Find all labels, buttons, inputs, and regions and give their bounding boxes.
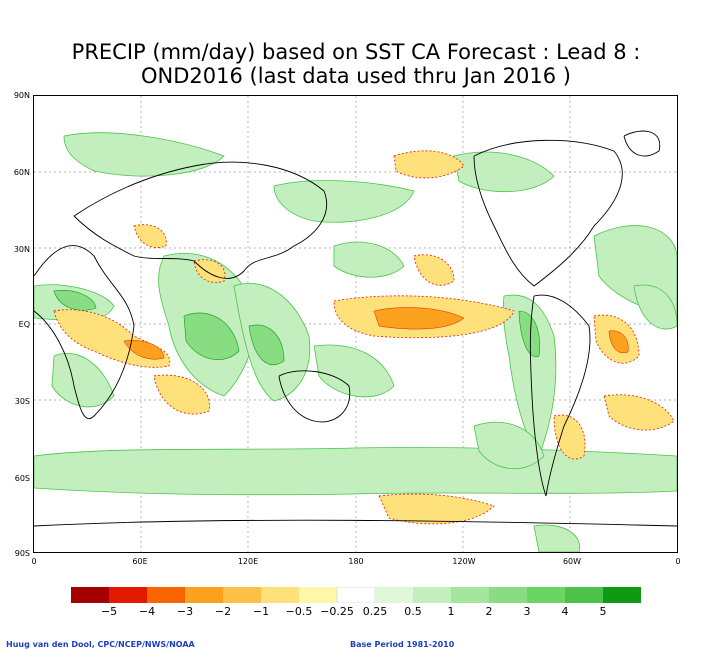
lat-label-30n: 30N xyxy=(13,245,30,254)
coastlines xyxy=(33,130,678,527)
base-period-note: Base Period 1981-2010 xyxy=(350,640,455,649)
colorbar-label: −1 xyxy=(252,605,270,618)
colorbar-swatch xyxy=(489,587,527,603)
lat-label-90n: 90N xyxy=(13,91,30,100)
author-credit: Huug van den Dool, CPC/NCEP/NWS/NOAA xyxy=(6,640,195,649)
colorbar-label: −0.25 xyxy=(320,605,354,618)
strong-wet-cores xyxy=(53,290,540,365)
colorbar-swatch xyxy=(185,587,223,603)
lat-label-60n: 60N xyxy=(13,168,30,177)
colorbar-swatch xyxy=(223,587,261,603)
colorbar-swatch xyxy=(603,587,641,603)
lon-label-0-left: 0 xyxy=(31,557,37,566)
lat-label-90s: 90S xyxy=(14,549,30,558)
map-title-line1: PRECIP (mm/day) based on SST CA Forecast… xyxy=(71,40,641,64)
colorbar-swatch xyxy=(71,587,109,603)
lon-label-0-right: 0 xyxy=(675,557,681,566)
colorbar-label: 0.25 xyxy=(362,605,388,618)
lon-label-120e: 120E xyxy=(237,557,259,566)
colorbar-label: −5 xyxy=(100,605,118,618)
lon-label-60w: 60W xyxy=(562,557,582,566)
map-panel xyxy=(33,95,678,553)
colorbar-swatch xyxy=(261,587,299,603)
colorbar-label: −4 xyxy=(138,605,156,618)
lat-label-60s: 60S xyxy=(14,474,30,483)
lon-label-180: 180 xyxy=(348,557,364,566)
colorbar-swatch xyxy=(336,587,376,603)
colorbar-label: 4 xyxy=(561,605,569,618)
lon-label-60e: 60E xyxy=(132,557,148,566)
precip-anomaly-map xyxy=(33,96,678,553)
lat-label-eq: EQ xyxy=(18,320,30,329)
colorbar-swatch xyxy=(413,587,451,603)
colorbar-label: 5 xyxy=(599,605,607,618)
colorbar-label: 3 xyxy=(523,605,531,618)
colorbar-swatch xyxy=(527,587,565,603)
colorbar-label: −3 xyxy=(176,605,194,618)
colorbar-swatch xyxy=(147,587,185,603)
colorbar-label: −0.5 xyxy=(285,605,313,618)
colorbar-label: −2 xyxy=(214,605,232,618)
colorbar-swatch xyxy=(565,587,603,603)
lon-label-120w: 120W xyxy=(452,557,476,566)
colorbar-swatch xyxy=(375,587,413,603)
colorbar-label: 0.5 xyxy=(404,605,422,618)
colorbar-label: 1 xyxy=(447,605,455,618)
strong-dry-cores xyxy=(123,307,629,360)
lat-label-30s: 30S xyxy=(14,397,30,406)
wet-anomaly-regions xyxy=(33,132,678,553)
colorbar-label: 2 xyxy=(485,605,493,618)
colorbar-swatch xyxy=(451,587,489,603)
colorbar xyxy=(71,587,641,603)
colorbar-swatch xyxy=(109,587,147,603)
colorbar-swatch xyxy=(299,587,337,603)
map-title-line2: OND2016 (last data used thru Jan 2016 ) xyxy=(141,64,571,88)
